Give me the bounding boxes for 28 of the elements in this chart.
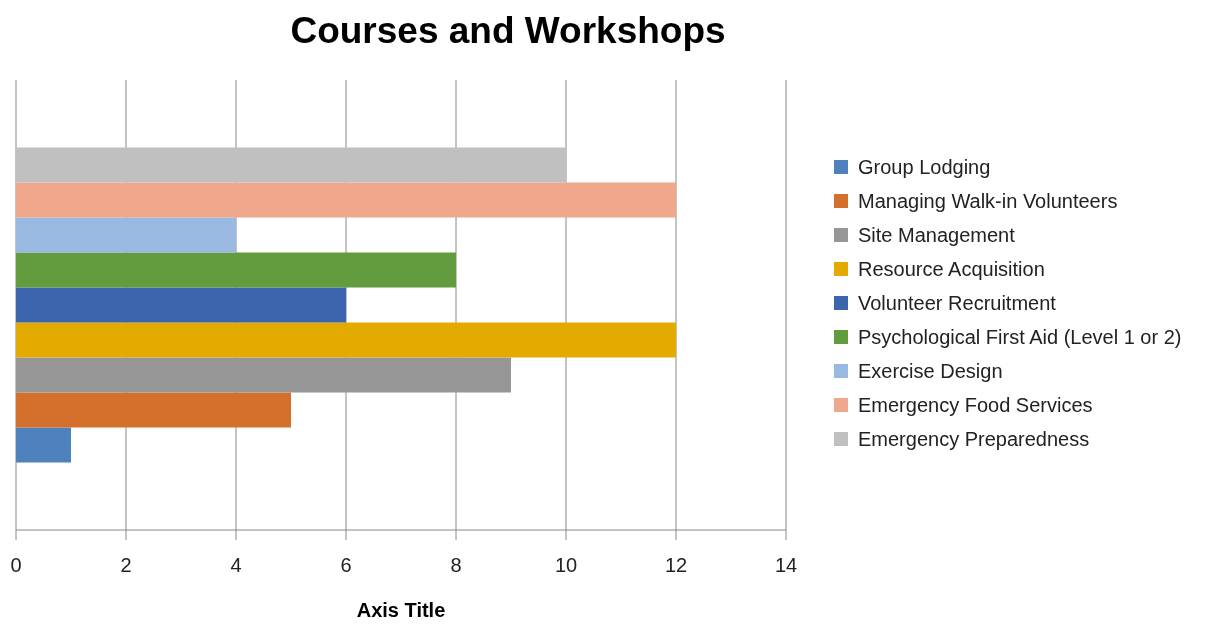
bar <box>16 287 346 323</box>
x-tick-label: 2 <box>120 554 132 576</box>
x-tick-label: 12 <box>664 554 688 576</box>
legend-label: Group Lodging <box>858 156 991 178</box>
legend-label: Volunteer Recruitment <box>858 292 1057 314</box>
x-tick-label: 4 <box>230 554 242 576</box>
chart-title: Courses and Workshops <box>290 9 726 51</box>
bar <box>16 182 676 218</box>
x-tick-label: 14 <box>774 554 798 576</box>
x-tick-label: 6 <box>340 554 352 576</box>
x-tick-label: 8 <box>450 554 462 576</box>
x-axis-title: Axis Title <box>356 599 446 621</box>
legend-label: Emergency Food Services <box>858 394 1093 416</box>
x-tick-label: 0 <box>10 554 22 576</box>
legend-label: Resource Acquisition <box>858 258 1045 280</box>
bar <box>16 252 456 288</box>
legend-label: Managing Walk-in Volunteers <box>858 190 1118 212</box>
bar <box>16 357 511 393</box>
x-tick-label: 10 <box>554 554 578 576</box>
bar <box>16 217 236 253</box>
bar <box>16 392 291 428</box>
bar <box>16 147 566 183</box>
bar <box>16 427 71 463</box>
bar <box>16 322 676 358</box>
legend-label: Psychological First Aid (Level 1 or 2) <box>858 326 1182 348</box>
legend-label: Emergency Preparedness <box>858 428 1090 450</box>
legend-label: Site Management <box>858 224 1016 246</box>
legend-label: Exercise Design <box>858 360 1003 382</box>
